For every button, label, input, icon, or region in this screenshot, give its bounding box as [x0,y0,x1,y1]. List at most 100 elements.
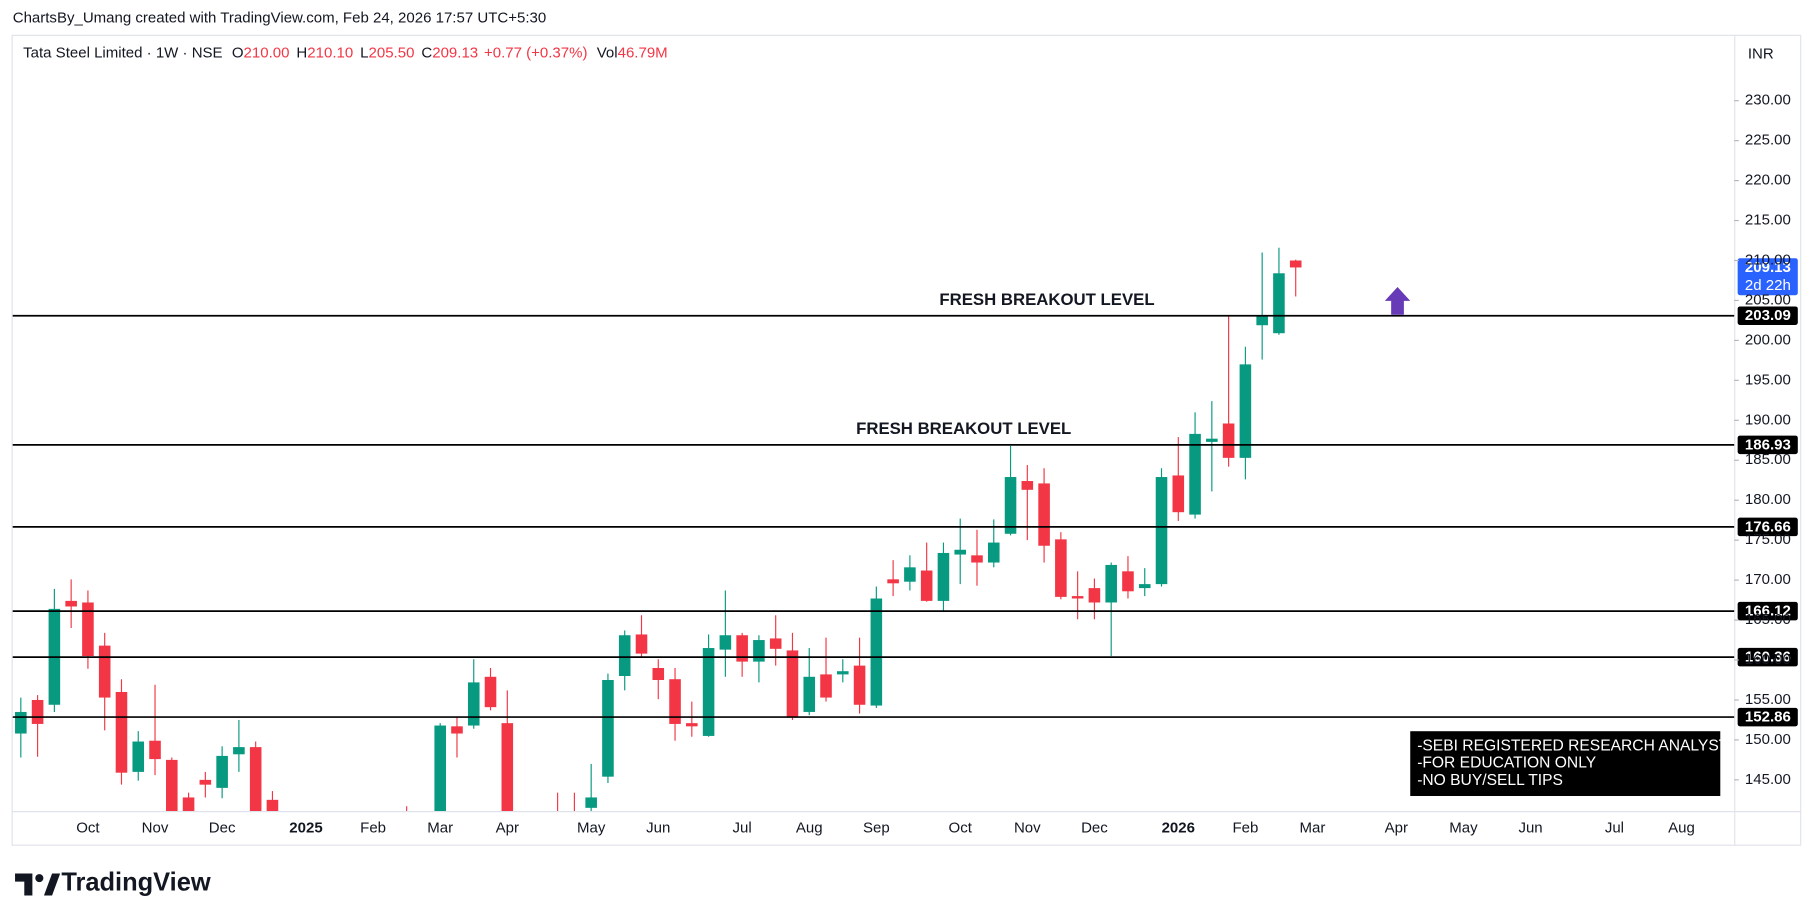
x-tick-label: Jul [1605,819,1624,836]
x-tick-label: 2025 [289,819,322,836]
level-label-box [1737,601,1798,621]
candle-body [904,567,916,582]
x-tick-label: Dec [209,819,236,836]
ohlc-value: 210.00 [244,44,290,61]
candle-body [870,598,883,706]
candle-body [31,699,44,724]
y-tick-label: 145.00 [1745,771,1791,788]
ohlc-value: 205.50 [369,44,415,61]
x-tick-label: Mar [1300,819,1326,836]
candle-body [753,640,765,662]
candle-body [1239,364,1252,458]
disclaimer-line: -FOR EDUCATION ONLY [1417,755,1597,772]
ohlc-value: 209.13 [432,44,478,61]
ohlc-label: C [421,44,432,61]
candle-body [1206,438,1218,442]
candle-body [1021,481,1034,490]
candle-body [1105,564,1117,603]
x-tick-label: Jun [1518,819,1542,836]
candle-body [166,759,178,812]
brand-logo [15,873,61,896]
candle-body [132,741,145,772]
x-tick-label: Mar [427,819,453,836]
candle-body [1172,475,1185,513]
candle-body [702,648,715,736]
level-label-box [1737,707,1798,727]
level-label-box [1737,306,1798,325]
candle-body [954,549,967,555]
x-tick-label: 2026 [1162,819,1195,836]
disclaimer-box [1410,731,1721,796]
candle-body [15,711,27,734]
candle-body [1138,584,1151,589]
level-label-box [1737,647,1798,667]
y-tick-label: 160.00 [1745,651,1791,668]
candle-body [249,747,262,812]
candle-body [115,691,128,773]
candle-body [484,676,497,708]
chart-frame [11,34,1802,846]
candle-body [769,638,782,649]
ohlc-label: H [296,44,307,61]
x-tick-label: Jul [733,819,752,836]
x-tick-label: Apr [1385,819,1408,836]
candle-body [719,635,732,650]
candle-body [618,635,631,676]
level-label: 176.66 [1745,518,1791,535]
x-tick-label: Feb [1232,819,1258,836]
candle-body [1155,477,1168,585]
y-tick-label: 225.00 [1745,132,1791,149]
x-tick-label: Jun [646,819,670,836]
disclaimer-line: -SEBI REGISTERED RESEARCH ANALYST [1417,737,1729,754]
candle-body [635,634,648,654]
level-label-box [1737,435,1798,455]
candle-body [1122,571,1134,592]
candle-body [820,674,832,698]
candle-body [501,723,514,812]
y-tick-label: 170.00 [1745,571,1791,588]
x-tick-label: May [1449,819,1478,836]
candle-body [1289,260,1302,268]
x-tick-label: Nov [1014,819,1041,836]
x-tick-label: Aug [1668,819,1695,836]
candle-body [987,542,1000,563]
candle-body [1088,588,1101,603]
last-price-box [1737,258,1798,296]
candle-body [98,645,111,698]
countdown: 2d 22h [1745,277,1791,294]
level-label: 160.36 [1745,649,1791,666]
currency: INR [1748,45,1774,62]
candle-body [65,600,77,607]
candle-body [82,602,94,657]
x-tick-label: Sep [863,819,890,836]
candle-body [233,747,245,755]
candle-body [1038,483,1050,546]
candle-body [803,676,816,712]
ohlc-label: L [360,44,368,61]
y-tick-label: 190.00 [1745,411,1791,428]
x-tick-label: Dec [1081,819,1108,836]
candle-body [1055,539,1067,597]
candle-body [1071,596,1084,599]
candle-body [686,723,698,727]
y-tick-label: 220.00 [1745,172,1791,189]
x-tick-label: Apr [496,819,519,836]
y-tick-label: 180.00 [1745,491,1791,508]
level-label-box [1737,517,1798,537]
candle-body [971,555,983,563]
candle-body [786,650,799,718]
y-tick-label: 165.00 [1745,611,1791,628]
volume-label: Vol [597,44,618,61]
y-tick-label: 210.00 [1745,251,1791,268]
candle-body [1004,477,1017,534]
candle-body [602,679,614,777]
candle-body [736,635,748,662]
y-tick-label: 205.00 [1745,291,1791,308]
candle-body [669,679,681,724]
y-tick-label: 155.00 [1745,691,1791,708]
y-tick-label: 175.00 [1745,531,1791,548]
overlay: 203.09 186.93 176.66 166.12 160.36 152.86 FRES… [12,258,1798,727]
level-label: 152.86 [1745,709,1791,726]
candle-body [887,579,899,584]
ohlc-value: 210.10 [307,44,353,61]
